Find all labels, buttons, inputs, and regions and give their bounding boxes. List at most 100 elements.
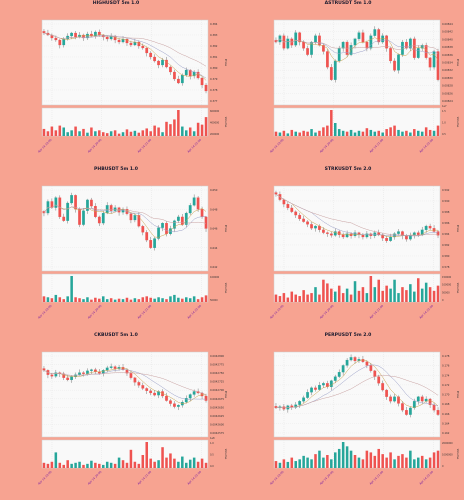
volume-bar [125, 462, 129, 468]
price-axes [41, 19, 209, 106]
volume-bar [341, 442, 345, 468]
y-tick-label: 0.166 [442, 412, 450, 416]
candle-down [377, 29, 381, 43]
candle-up [109, 366, 113, 368]
candle-up [66, 35, 70, 40]
volume-bar [357, 457, 361, 468]
volume-bar [129, 449, 133, 468]
candle-down [389, 48, 392, 62]
volume-bar [409, 450, 412, 468]
x-tick-label: Apr 14 21:00 [137, 470, 153, 486]
volume-bar [361, 131, 365, 136]
candle-up [353, 38, 357, 46]
volume-bar [165, 121, 168, 136]
volume-bar [74, 462, 77, 468]
candle-down [97, 31, 101, 36]
volume-bar [46, 297, 50, 302]
volume-bar [306, 457, 309, 468]
candle-down [314, 387, 317, 390]
volume-tick-label: 150000 [442, 276, 452, 279]
x-tick-label: Apr 14 19:00 [269, 138, 285, 154]
y-tick-label: 0.176 [442, 364, 450, 368]
volume-bar [121, 132, 125, 136]
volume-bar [318, 294, 321, 302]
volume-bar [82, 464, 85, 468]
y-tick-label: 0.164 [442, 421, 450, 425]
volume-axis-label: Volume [456, 449, 460, 460]
candle-down [420, 396, 424, 402]
candle-up [416, 48, 420, 58]
candle-up [314, 35, 317, 43]
x-tick-label: Apr 14 22:00 [418, 138, 434, 154]
volume-bar [282, 459, 286, 468]
volume-bar [78, 131, 81, 136]
volume-tick-label: 0 [442, 465, 444, 468]
candle-down [200, 209, 204, 218]
volume-bar [286, 461, 290, 468]
volume-bar [381, 454, 384, 468]
volume-bar [322, 279, 325, 302]
volume-bar [357, 290, 361, 302]
candle-down [322, 45, 325, 52]
volume-bar [397, 129, 400, 136]
y-tick-label: 0.00840 [442, 37, 453, 41]
candle-up [192, 197, 196, 206]
volume-bar [181, 456, 184, 468]
y-tick-label: 0.379 [210, 77, 218, 81]
candle-up [333, 231, 337, 236]
volume-bar [333, 291, 337, 302]
volume-bar [105, 133, 109, 136]
volume-bar [302, 130, 305, 136]
volume-bar [353, 281, 357, 302]
candle-up [66, 202, 70, 221]
moving-average-line [275, 194, 439, 236]
volume-bar [177, 110, 180, 136]
volume-bar [113, 463, 117, 468]
volume-bar [145, 128, 149, 136]
volume-bar [109, 462, 113, 468]
volume-bar [373, 131, 377, 136]
volume-axes [41, 107, 209, 137]
candle-down [42, 31, 46, 34]
candle-up [157, 391, 160, 396]
candle-down [369, 365, 373, 371]
candle-down [169, 400, 172, 404]
volume-tick-label: 1.0 [210, 442, 214, 445]
volume-axis-label: Volume [456, 283, 460, 294]
candle-down [93, 369, 97, 372]
volume-bar [373, 287, 377, 302]
volume-tick-label: 50000 [210, 299, 218, 302]
volume-bar [298, 296, 301, 302]
volume-bar [294, 461, 298, 468]
y-tick-label: 0.0042675 [210, 397, 224, 401]
volume-axis-label: Volume [224, 449, 228, 460]
candle-down [145, 47, 149, 54]
volume-bar [196, 461, 200, 468]
volume-bar [74, 126, 77, 136]
y-tick-label: 0.580 [442, 254, 450, 258]
candle-down [329, 233, 333, 236]
volume-bar [397, 455, 400, 468]
candle-up [337, 372, 341, 377]
candle-down [405, 41, 408, 49]
candle-down [109, 205, 113, 211]
y-tick-label: 0.642 [210, 265, 218, 269]
volume-bar [137, 299, 141, 302]
volume-axis-label: Volume [456, 117, 460, 128]
volume-bar [188, 459, 192, 468]
y-tick-label: 0.586 [442, 221, 450, 225]
volume-bar [290, 291, 294, 302]
volume-bar [345, 131, 349, 136]
volume-tick-label: 1.0 [442, 122, 446, 125]
candle-down [125, 38, 129, 44]
candle-down [200, 77, 204, 86]
volume-bar [70, 130, 73, 136]
volume-bar [90, 299, 93, 302]
volume-bar [105, 461, 109, 468]
candle-up [337, 48, 341, 62]
volume-bar [86, 132, 89, 136]
y-tick-label: 0.382 [210, 44, 218, 48]
volume-bar [337, 285, 341, 302]
volume-tick-label: 600000 [210, 110, 220, 113]
candle-up [54, 372, 58, 377]
